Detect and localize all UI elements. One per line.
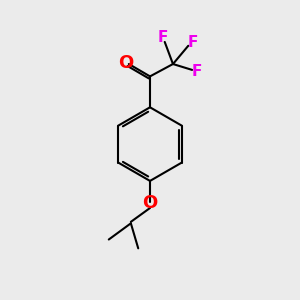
Text: O: O [142, 194, 158, 212]
Text: F: F [192, 64, 202, 79]
Text: F: F [158, 30, 168, 45]
Text: O: O [118, 53, 133, 71]
Text: F: F [187, 35, 198, 50]
